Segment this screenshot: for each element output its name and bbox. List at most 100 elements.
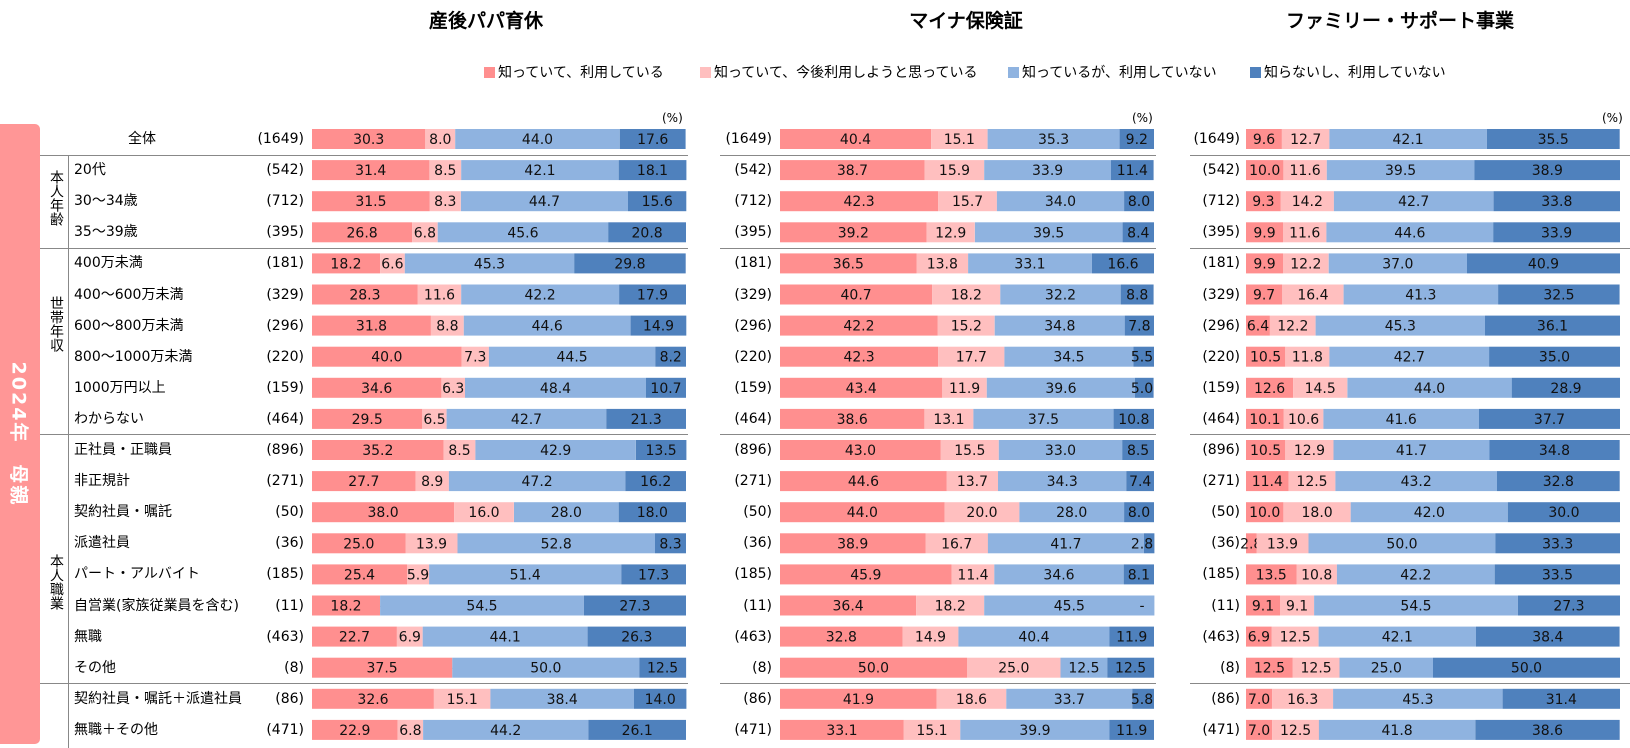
bar-segment — [1493, 191, 1620, 212]
row-label: 35～39歳 — [74, 224, 138, 241]
bar-segment — [1126, 471, 1154, 492]
data-label: 6.6 — [381, 256, 403, 272]
data-label: 16.6 — [1107, 256, 1138, 272]
bar-segment — [937, 315, 995, 336]
row-label: 30～34歳 — [74, 193, 138, 210]
sample-size: (36) — [1211, 535, 1240, 552]
bar-segment — [655, 533, 686, 554]
bar-segment — [312, 253, 381, 274]
bar-segment — [780, 440, 941, 460]
bar-segment — [902, 626, 959, 647]
data-label: 15.7 — [952, 194, 983, 210]
bar-segment — [1006, 688, 1133, 709]
bar-segment — [1246, 502, 1284, 523]
bar-segment — [404, 253, 575, 274]
data-label: 42.1 — [1393, 132, 1424, 148]
bar-segment — [312, 191, 430, 212]
bar-segment — [1134, 377, 1154, 398]
bar-segment — [443, 440, 476, 460]
bar-segment — [1004, 346, 1134, 367]
row-label: 全体 — [128, 131, 156, 147]
bar-segment — [1280, 191, 1334, 212]
data-label: 34.6 — [361, 381, 392, 397]
data-label: 6.3 — [442, 381, 464, 397]
data-label: 12.6 — [1254, 381, 1285, 397]
bar-segment — [940, 440, 999, 460]
bar-segment — [1315, 315, 1485, 336]
legend-swatch-icon — [1250, 66, 1261, 78]
data-label: 7.0 — [1248, 692, 1270, 708]
data-label: 10.7 — [650, 381, 681, 397]
data-label: 44.0 — [847, 505, 878, 521]
bar-segment — [312, 688, 434, 709]
data-label: 11.8 — [1292, 350, 1323, 366]
data-label: 35.3 — [1038, 132, 1069, 148]
data-label: 52.8 — [541, 536, 572, 552]
unit-label: (%) — [662, 111, 683, 125]
bar-segment — [312, 626, 397, 647]
bar-segment — [1107, 657, 1155, 678]
bar-segment — [422, 626, 588, 647]
sample-size: (464) — [1202, 410, 1240, 427]
bar-segment — [655, 346, 686, 367]
data-label: 6.4 — [1247, 319, 1269, 335]
legend-label: 知っていて、利用している — [498, 65, 664, 81]
bar-segment — [960, 719, 1110, 740]
data-label: 5.9 — [407, 567, 429, 583]
bar-segment — [1272, 719, 1319, 740]
data-label: 30.0 — [1548, 505, 1579, 521]
group-separator — [1190, 683, 1630, 684]
bar-segment — [1246, 377, 1294, 398]
data-label: 12.5 — [1280, 723, 1311, 739]
bar-segment — [465, 377, 646, 398]
data-label: 9.7 — [1253, 288, 1275, 304]
bar-segment — [514, 502, 619, 523]
bar-segment — [312, 160, 430, 181]
data-label: 31.8 — [356, 319, 387, 335]
bar-segment — [1280, 595, 1314, 616]
bar-segment — [618, 502, 686, 523]
sample-size: (11) — [743, 597, 772, 614]
sample-size: (542) — [266, 162, 304, 179]
bar-segment — [1246, 657, 1293, 678]
data-label: 7.3 — [464, 350, 486, 366]
bar-segment — [1060, 657, 1108, 678]
bar-segment — [996, 191, 1125, 212]
data-label: 8.9 — [421, 474, 443, 490]
data-label: 39.6 — [1045, 381, 1076, 397]
bar-segment — [938, 191, 997, 212]
data-label: 32.8 — [826, 630, 857, 646]
row-label: その他 — [74, 659, 116, 676]
bar-segment — [968, 253, 1092, 274]
data-label: 44.7 — [529, 194, 560, 210]
bar-segment — [587, 626, 686, 647]
bar-segment — [987, 533, 1144, 554]
data-label: 15.5 — [954, 443, 985, 459]
sample-size: (185) — [734, 566, 772, 583]
group-separator — [40, 434, 688, 435]
data-label: 38.7 — [837, 163, 868, 179]
sample-size: (1649) — [1193, 131, 1240, 147]
data-label: 21.3 — [631, 412, 662, 428]
group-label-income: 世帯年収 — [48, 296, 64, 352]
bar-segment — [1467, 253, 1620, 274]
data-label: 11.9 — [949, 381, 980, 397]
bar-segment — [780, 191, 939, 212]
data-label: 42.0 — [1414, 505, 1445, 521]
bar-segment — [780, 564, 952, 585]
bar-segment — [1495, 533, 1620, 554]
data-label: 17.3 — [638, 567, 669, 583]
bar-segment — [1489, 440, 1620, 460]
bar-segment — [437, 222, 609, 243]
data-label: 11.6 — [1289, 225, 1320, 241]
data-label: 10.0 — [1249, 505, 1280, 521]
bar-segment — [429, 160, 462, 181]
row-label: 600～800万未満 — [74, 317, 184, 334]
data-label: 43.0 — [845, 443, 876, 459]
bar-segment — [780, 408, 925, 429]
bar-segment — [461, 346, 489, 367]
bar-segment — [1246, 160, 1284, 181]
bar-segment — [967, 657, 1061, 678]
data-label: 33.1 — [1014, 256, 1045, 272]
